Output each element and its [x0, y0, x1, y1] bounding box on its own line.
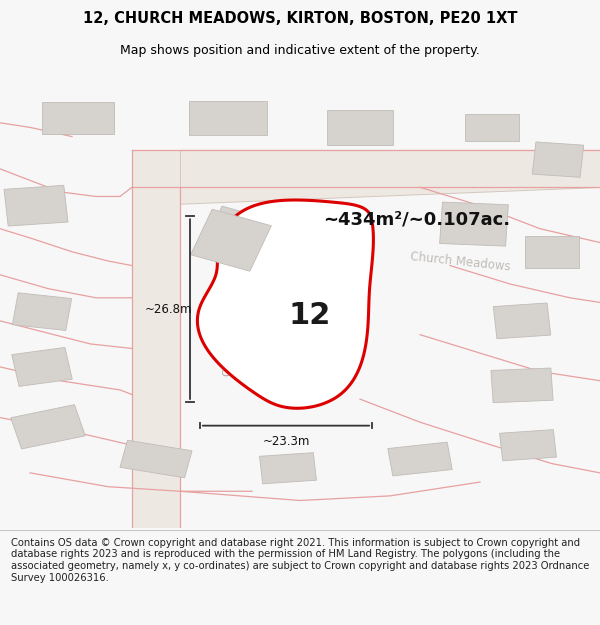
Polygon shape: [440, 202, 508, 246]
Polygon shape: [388, 442, 452, 476]
Polygon shape: [500, 429, 556, 461]
Polygon shape: [189, 101, 267, 136]
Text: 12, CHURCH MEADOWS, KIRTON, BOSTON, PE20 1XT: 12, CHURCH MEADOWS, KIRTON, BOSTON, PE20…: [83, 11, 517, 26]
Polygon shape: [197, 200, 373, 408]
Text: 12: 12: [289, 301, 331, 330]
Text: ~23.3m: ~23.3m: [262, 435, 310, 448]
Polygon shape: [202, 206, 278, 265]
Polygon shape: [12, 348, 72, 386]
Text: Contains OS data © Crown copyright and database right 2021. This information is : Contains OS data © Crown copyright and d…: [11, 538, 589, 582]
Polygon shape: [13, 292, 71, 331]
Polygon shape: [327, 110, 393, 144]
Polygon shape: [4, 186, 68, 226]
Polygon shape: [11, 404, 85, 449]
Polygon shape: [42, 102, 114, 134]
Polygon shape: [260, 452, 316, 484]
Text: Church Meadows: Church Meadows: [409, 250, 511, 273]
Text: Map shows position and indicative extent of the property.: Map shows position and indicative extent…: [120, 44, 480, 57]
Polygon shape: [491, 368, 553, 402]
Text: ~434m²/~0.107ac.: ~434m²/~0.107ac.: [323, 210, 510, 228]
Polygon shape: [525, 236, 579, 268]
Polygon shape: [465, 114, 519, 141]
Polygon shape: [191, 209, 271, 271]
Text: Church Meadows: Church Meadows: [223, 288, 233, 376]
Polygon shape: [144, 151, 600, 206]
Polygon shape: [493, 303, 551, 339]
Text: ~26.8m: ~26.8m: [145, 302, 193, 316]
Polygon shape: [132, 151, 180, 528]
Polygon shape: [532, 142, 584, 177]
Polygon shape: [120, 440, 192, 478]
